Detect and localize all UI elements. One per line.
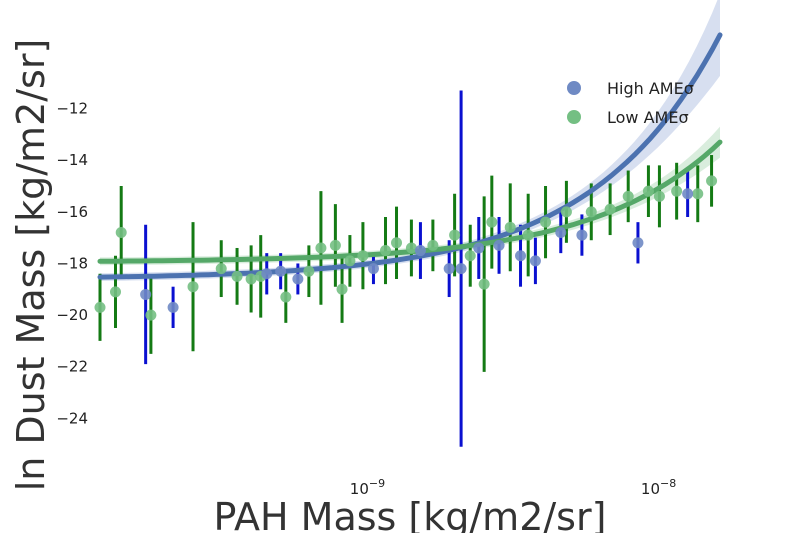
- legend-marker: [567, 81, 581, 95]
- data-point: [115, 226, 127, 238]
- data-point: [473, 242, 485, 254]
- data-point: [344, 255, 356, 267]
- data-point: [653, 190, 665, 202]
- data-point: [576, 229, 588, 241]
- data-point: [455, 263, 467, 275]
- y-tick-label: −20: [56, 306, 88, 324]
- data-point: [414, 245, 426, 257]
- data-point: [275, 265, 287, 277]
- data-point: [292, 273, 304, 285]
- y-tick-label: −16: [56, 203, 88, 221]
- data-point: [604, 203, 616, 215]
- data-points: [94, 175, 718, 321]
- data-point: [504, 221, 516, 233]
- legend-label: High AMEσ: [607, 79, 694, 98]
- legend-marker: [567, 110, 581, 124]
- data-point: [110, 286, 122, 298]
- data-point: [245, 273, 257, 285]
- data-point: [682, 188, 694, 200]
- data-point: [706, 175, 718, 187]
- x-tick-label: 10−8: [641, 477, 676, 498]
- data-point: [692, 188, 704, 200]
- x-axis-label: PAH Mass [kg/m2/sr]: [214, 495, 607, 533]
- data-point: [449, 229, 461, 241]
- data-point: [140, 288, 152, 300]
- data-point: [622, 190, 634, 202]
- legend: High AMEσ Low AMEσ: [567, 79, 694, 127]
- data-point: [493, 239, 505, 251]
- data-point: [632, 237, 644, 249]
- error-bars: [98, 90, 714, 447]
- data-point: [585, 206, 597, 218]
- data-point: [464, 250, 476, 262]
- data-point: [145, 309, 157, 321]
- data-point: [215, 263, 227, 275]
- data-point: [427, 239, 439, 251]
- data-point: [443, 263, 455, 275]
- data-point: [486, 216, 498, 228]
- data-point: [555, 226, 567, 238]
- data-point: [187, 281, 199, 293]
- data-point: [367, 263, 379, 275]
- data-point: [671, 185, 683, 197]
- data-point: [560, 206, 572, 218]
- y-tick-label: −18: [56, 254, 88, 272]
- data-point: [405, 242, 417, 254]
- data-point: [522, 229, 534, 241]
- data-point: [642, 185, 654, 197]
- y-tick-label: −12: [56, 100, 88, 118]
- y-axis-label: ln Dust Mass [kg/m2/sr]: [9, 39, 53, 492]
- y-axis-ticks: −12 −14 −16 −18 −20 −22 −24: [56, 100, 88, 428]
- y-tick-label: −24: [56, 409, 88, 427]
- data-point: [167, 301, 179, 313]
- regression-line: [97, 32, 723, 280]
- data-point: [303, 265, 315, 277]
- data-point: [329, 239, 341, 251]
- data-point: [336, 283, 348, 295]
- data-point: [231, 270, 243, 282]
- data-point: [529, 255, 541, 267]
- data-point: [357, 250, 369, 262]
- data-point: [478, 278, 490, 290]
- y-tick-label: −14: [56, 151, 88, 169]
- data-point: [540, 216, 552, 228]
- legend-label: Low AMEσ: [607, 108, 689, 127]
- data-point: [515, 250, 527, 262]
- y-tick-label: −22: [56, 358, 88, 376]
- data-point: [261, 268, 273, 280]
- data-point: [280, 291, 292, 303]
- data-point: [380, 245, 392, 257]
- data-point: [315, 242, 327, 254]
- data-point: [391, 237, 403, 249]
- data-point: [94, 301, 106, 313]
